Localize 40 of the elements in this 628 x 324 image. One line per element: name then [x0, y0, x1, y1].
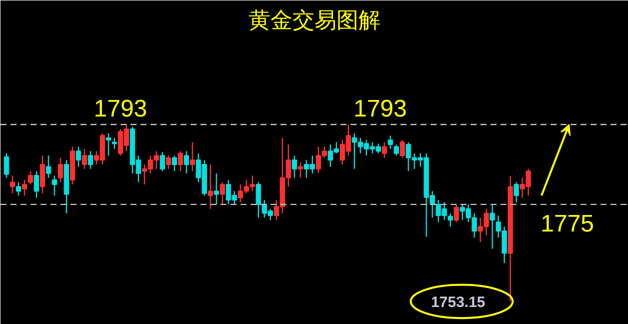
- annotation: 1753.15: [431, 294, 486, 311]
- candlestick: [298, 162, 304, 178]
- candlestick: [10, 174, 16, 194]
- candlestick: [76, 146, 82, 168]
- candlestick: [106, 132, 112, 156]
- candlestick: [514, 182, 519, 203]
- candlestick: [22, 179, 28, 196]
- candlestick: [394, 144, 399, 156]
- candlestick: [382, 142, 387, 158]
- candlestick: [52, 174, 58, 196]
- chart-title: 黄金交易图解: [248, 8, 380, 32]
- candlestick: [58, 157, 64, 183]
- candlestick: [166, 154, 172, 170]
- candlestick: [490, 204, 495, 250]
- candlestick: [292, 154, 298, 178]
- candlestick: [16, 182, 22, 196]
- candlestick: [40, 154, 46, 194]
- candlestick: [82, 148, 88, 170]
- candlestick: [160, 151, 166, 172]
- candlestick: [172, 154, 178, 172]
- candlestick: [454, 204, 459, 223]
- candlestick: [28, 170, 34, 186]
- candlestick: [214, 172, 220, 206]
- candlestick: [220, 182, 226, 206]
- annotation: 1775: [540, 210, 594, 238]
- candlestick: [208, 164, 214, 210]
- candlestick: [112, 137, 118, 150]
- candlestick: [88, 150, 94, 170]
- candlestick: [46, 154, 52, 178]
- candlestick: [184, 150, 190, 174]
- annotation: 1793: [94, 96, 148, 123]
- candlestick: [448, 212, 453, 228]
- candlestick: [400, 139, 405, 158]
- candlestick: [256, 182, 262, 218]
- candlestick: [190, 142, 196, 172]
- candlestick: [4, 152, 10, 178]
- candlestick: [34, 170, 40, 198]
- annotation: 1793: [353, 96, 407, 123]
- candlestick: [178, 150, 184, 172]
- candlestick: [388, 135, 393, 150]
